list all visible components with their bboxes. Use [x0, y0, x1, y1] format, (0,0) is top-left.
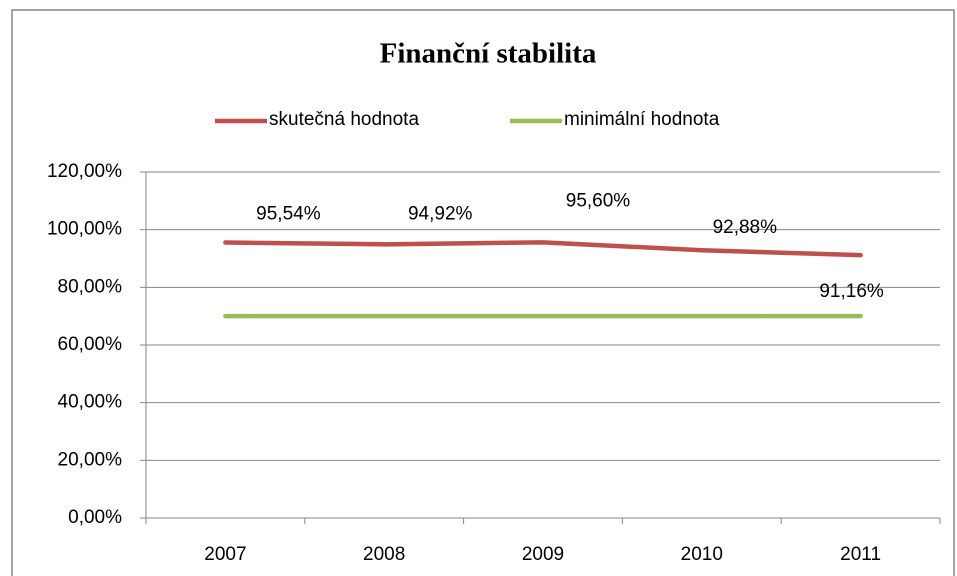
x-tick-label: 2011 — [840, 544, 881, 565]
y-tick-label: 40,00% — [58, 392, 123, 413]
legend-label: minimální hodnota — [564, 109, 720, 130]
chart-border — [11, 9, 955, 576]
data-label: 95,60% — [566, 190, 631, 211]
series-line — [223, 240, 863, 258]
data-label: 92,88% — [713, 217, 778, 238]
legend-label: skutečná hodnota — [269, 109, 419, 130]
chart-title: Finanční stabilita — [380, 38, 597, 70]
y-tick-label: 0,00% — [68, 507, 122, 528]
y-tick-label: 20,00% — [58, 449, 123, 470]
x-tick-label: 2007 — [204, 544, 246, 565]
y-tick-label: 100,00% — [47, 219, 122, 240]
y-tick-label: 120,00% — [47, 161, 122, 182]
x-tick-label: 2010 — [681, 544, 723, 565]
y-tick-label: 60,00% — [58, 334, 123, 355]
x-tick-label: 2008 — [363, 544, 405, 565]
y-tick-label: 80,00% — [58, 276, 123, 297]
data-label: 94,92% — [408, 203, 473, 224]
data-label: 95,54% — [256, 204, 321, 225]
data-label: 91,16% — [819, 281, 884, 302]
x-tick-label: 2009 — [522, 544, 564, 565]
